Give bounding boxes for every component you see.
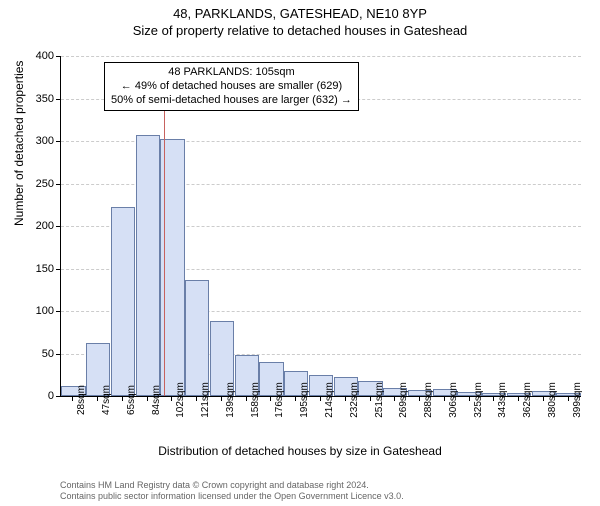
- annotation-line-3: 50% of semi-detached houses are larger (…: [111, 94, 352, 108]
- xtick-mark: [370, 396, 371, 401]
- footer-attribution: Contains HM Land Registry data © Crown c…: [60, 480, 404, 502]
- histogram-chart: 48 PARKLANDS: 105sqm ← 49% of detached h…: [60, 56, 580, 426]
- ytick-label: 150: [14, 263, 54, 275]
- xtick-label: 399sqm: [572, 382, 583, 418]
- ytick-mark: [56, 269, 61, 270]
- xtick-mark: [543, 396, 544, 401]
- xtick-mark: [295, 396, 296, 401]
- ytick-mark: [56, 354, 61, 355]
- xtick-label: 325sqm: [473, 382, 484, 418]
- annotation-line-1: 48 PARKLANDS: 105sqm: [111, 66, 352, 80]
- ytick-label: 200: [14, 220, 54, 232]
- xtick-label: 380sqm: [547, 382, 558, 418]
- xtick-mark: [72, 396, 73, 401]
- page-address-title: 48, PARKLANDS, GATESHEAD, NE10 8YP: [0, 6, 600, 21]
- ytick-mark: [56, 99, 61, 100]
- xtick-mark: [469, 396, 470, 401]
- xtick-label: 158sqm: [250, 382, 261, 418]
- ytick-mark: [56, 184, 61, 185]
- xtick-label: 121sqm: [200, 382, 211, 418]
- xtick-mark: [493, 396, 494, 401]
- xtick-label: 28sqm: [76, 385, 87, 415]
- ytick-mark: [56, 141, 61, 142]
- xtick-label: 343sqm: [497, 382, 508, 418]
- xtick-mark: [518, 396, 519, 401]
- xtick-label: 195sqm: [299, 382, 310, 418]
- xtick-mark: [394, 396, 395, 401]
- ytick-label: 250: [14, 178, 54, 190]
- xtick-mark: [221, 396, 222, 401]
- xtick-label: 269sqm: [398, 382, 409, 418]
- histogram-bar: [185, 280, 209, 396]
- xtick-mark: [246, 396, 247, 401]
- ytick-label: 400: [14, 50, 54, 62]
- xtick-label: 232sqm: [349, 382, 360, 418]
- xtick-label: 251sqm: [374, 382, 385, 418]
- histogram-bar: [136, 135, 160, 396]
- ytick-mark: [56, 396, 61, 397]
- xtick-label: 102sqm: [175, 382, 186, 418]
- xtick-label: 362sqm: [522, 382, 533, 418]
- xtick-label: 47sqm: [101, 385, 112, 415]
- property-annotation-box: 48 PARKLANDS: 105sqm ← 49% of detached h…: [104, 62, 359, 111]
- xtick-mark: [97, 396, 98, 401]
- xtick-label: 84sqm: [151, 385, 162, 415]
- xtick-label: 176sqm: [274, 382, 285, 418]
- ytick-label: 50: [14, 348, 54, 360]
- footer-line-2: Contains public sector information licen…: [60, 491, 404, 502]
- ytick-label: 0: [14, 390, 54, 402]
- xtick-mark: [320, 396, 321, 401]
- xtick-mark: [419, 396, 420, 401]
- ytick-mark: [56, 56, 61, 57]
- ytick-mark: [56, 311, 61, 312]
- xtick-mark: [147, 396, 148, 401]
- footer-line-1: Contains HM Land Registry data © Crown c…: [60, 480, 404, 491]
- xtick-label: 288sqm: [423, 382, 434, 418]
- xtick-mark: [270, 396, 271, 401]
- reference-line: [164, 111, 165, 396]
- ytick-mark: [56, 226, 61, 227]
- xtick-mark: [444, 396, 445, 401]
- ytick-label: 300: [14, 135, 54, 147]
- xtick-label: 139sqm: [225, 382, 236, 418]
- xtick-label: 214sqm: [324, 382, 335, 418]
- xtick-mark: [568, 396, 569, 401]
- xtick-mark: [122, 396, 123, 401]
- xtick-mark: [196, 396, 197, 401]
- ytick-label: 100: [14, 305, 54, 317]
- gridline: [61, 56, 581, 57]
- xtick-mark: [345, 396, 346, 401]
- annotation-line-2: ← 49% of detached houses are smaller (62…: [111, 80, 352, 94]
- histogram-bar: [111, 207, 135, 396]
- x-axis-label: Distribution of detached houses by size …: [0, 444, 600, 458]
- xtick-label: 306sqm: [448, 382, 459, 418]
- xtick-label: 65sqm: [126, 385, 137, 415]
- xtick-mark: [171, 396, 172, 401]
- ytick-label: 350: [14, 93, 54, 105]
- page-subtitle: Size of property relative to detached ho…: [0, 23, 600, 38]
